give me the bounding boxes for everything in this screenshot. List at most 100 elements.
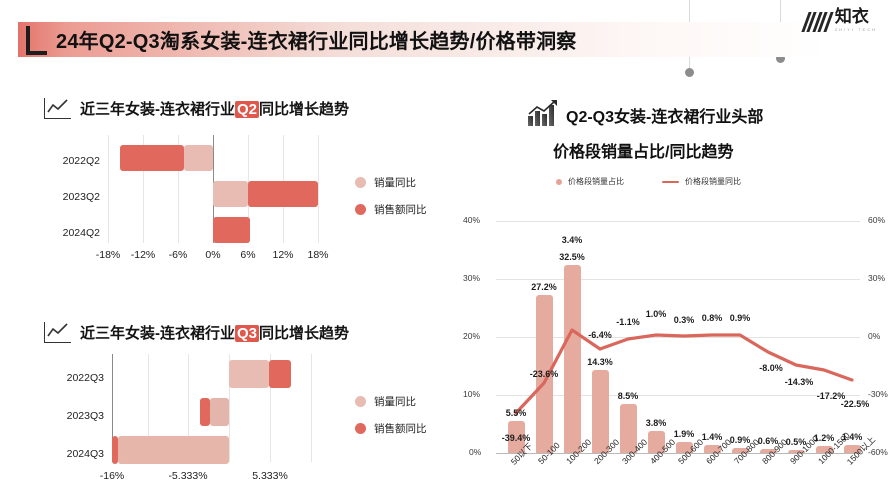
xtick: -6% (168, 249, 188, 261)
legend-dot-amount (355, 423, 366, 434)
legend-label-amount: 销售额同比 (374, 204, 427, 216)
bar-amount-2024q2 (213, 217, 250, 243)
xtick: 18% (307, 249, 329, 261)
line-label-0: -39.4% (501, 433, 531, 443)
xtick: -16% (99, 470, 125, 482)
chart-price-title-line1: Q2-Q3女装-连衣裙行业头部 (566, 109, 764, 126)
guide-dot-left (685, 68, 694, 77)
bar-volume-2022q2 (184, 145, 213, 171)
gridline (496, 221, 860, 222)
legend-item-volume: 销量同比 (355, 175, 427, 190)
legend-label-amount: 销售额同比 (374, 423, 427, 435)
bar-amount-2023q2 (248, 181, 318, 207)
bar-12 (844, 445, 861, 453)
legend-item-volume: 销量同比 (355, 394, 427, 409)
xtick: 0% (205, 249, 221, 261)
row-label-2024q2: 2024Q2 (62, 227, 100, 239)
gridline (143, 135, 144, 243)
bar-amount-2024q3 (112, 436, 118, 464)
legend-item-amount: 销售额同比 (355, 202, 427, 217)
xtick: -5.333% (168, 470, 208, 482)
chart-q3-title: 近三年女装-连衣裙行业 Q3 同比增长趋势 (44, 322, 349, 343)
bar-amount-2023q3 (200, 398, 210, 426)
line-chart-icon (44, 98, 71, 119)
title-corner-mark (26, 26, 47, 55)
gridline (496, 279, 860, 280)
line-label-12: -22.5% (840, 399, 870, 409)
legend-label-yoy: 价格段销量同比 (685, 177, 741, 186)
gridline (270, 354, 271, 462)
row-label-2023q2: 2023Q2 (62, 191, 100, 203)
chart-q3-title-prefix: 近三年女装-连衣裙行业 (80, 325, 235, 342)
legend-label-share: 价格段销量占比 (568, 177, 624, 186)
ytick-right: -30% (868, 389, 888, 399)
bar-4 (620, 404, 637, 453)
row-label-2023q3: 2023Q3 (66, 410, 104, 422)
bar-label-3: 14.3% (587, 357, 613, 367)
chart-price-legend: 价格段销量占比 价格段销量同比 (556, 176, 741, 187)
chart-q3: 2022Q3 2023Q3 2024Q3 -16% -5.333% 5.333%… (30, 352, 430, 482)
bar-label-10: 0.5% (785, 437, 807, 447)
bar-label-2: 32.5% (559, 252, 585, 262)
bar-label-0: 5.5% (505, 408, 527, 418)
bar-chart-up-icon (528, 100, 558, 131)
bar-5 (648, 431, 665, 453)
bar-label-12: 1.4% (841, 432, 863, 442)
xtick: 5.333% (252, 470, 288, 482)
chart-q3-title-suffix: 同比增长趋势 (259, 325, 350, 342)
legend-item-yoy: 价格段销量同比 (662, 176, 741, 187)
row-label-2022q2: 2022Q2 (62, 155, 100, 167)
chart-q3-legend: 销量同比 销售额同比 (355, 394, 427, 436)
chart-q3-quarter-badge: Q3 (235, 325, 260, 342)
bar-11 (816, 446, 833, 453)
line-label-1: -23.6% (529, 369, 559, 379)
gridline (108, 135, 109, 243)
bar-3 (592, 370, 609, 453)
gridline (148, 354, 149, 462)
line-label-2: 3.4% (561, 235, 583, 245)
row-label-2024q3: 2024Q3 (66, 448, 104, 460)
chart-price: 40% 30% 20% 10% 0% 60% 30% 0% -30% -60% … (460, 205, 889, 495)
brand-logo: 知衣 ZHIYI TECH (801, 8, 877, 32)
guide-dot-right (776, 54, 785, 63)
legend-dot-volume (355, 396, 366, 407)
bar-8 (732, 448, 749, 453)
ytick-left: 20% (463, 331, 481, 341)
line-label-11: -17.2% (816, 391, 846, 401)
line-label-8: 0.9% (729, 313, 751, 323)
legend-dot-volume (355, 177, 366, 188)
chart-q2: 2022Q2 2023Q2 2024Q2 -18% -12% -6% 0% 6%… (30, 133, 430, 263)
legend-label-volume: 销量同比 (374, 177, 416, 189)
bar-amount-2022q3 (269, 360, 291, 388)
xtick: 12% (272, 249, 294, 261)
ytick-left: 40% (463, 215, 481, 225)
line-label-3: -6.4% (588, 330, 612, 340)
gridline (311, 354, 312, 462)
chart-q2-title-prefix: 近三年女装-连衣裙行业 (80, 101, 235, 118)
line-label-9: -8.0% (759, 363, 783, 373)
ytick-right: -60% (868, 447, 888, 457)
legend-item-amount: 销售额同比 (355, 421, 427, 436)
zero-axis (112, 354, 113, 462)
line-label-4: -1.1% (616, 317, 640, 327)
bar-10 (788, 450, 805, 453)
bar-label-7: 1.4% (701, 432, 723, 442)
legend-dot-share (556, 178, 562, 185)
bar-label-8: 0.9% (729, 435, 751, 445)
chart-q2-title-suffix: 同比增长趋势 (259, 101, 350, 118)
xtick: -18% (95, 249, 121, 261)
chart-q2-legend: 销量同比 销售额同比 (355, 175, 427, 217)
gridline (188, 354, 189, 462)
bar-volume-2022q3 (229, 360, 269, 388)
chart-q2-quarter-badge: Q2 (235, 101, 260, 118)
ytick-left: 10% (463, 389, 481, 399)
ytick-left: 30% (463, 273, 481, 283)
gridline (178, 135, 179, 243)
ytick-right: 60% (868, 215, 886, 225)
bar-7 (704, 445, 721, 453)
line-label-10: -14.3% (784, 377, 814, 387)
ytick-left: 0% (469, 447, 482, 457)
line-chart-icon (44, 322, 71, 343)
bar-label-5: 3.8% (645, 418, 667, 428)
bar-6 (676, 442, 693, 453)
